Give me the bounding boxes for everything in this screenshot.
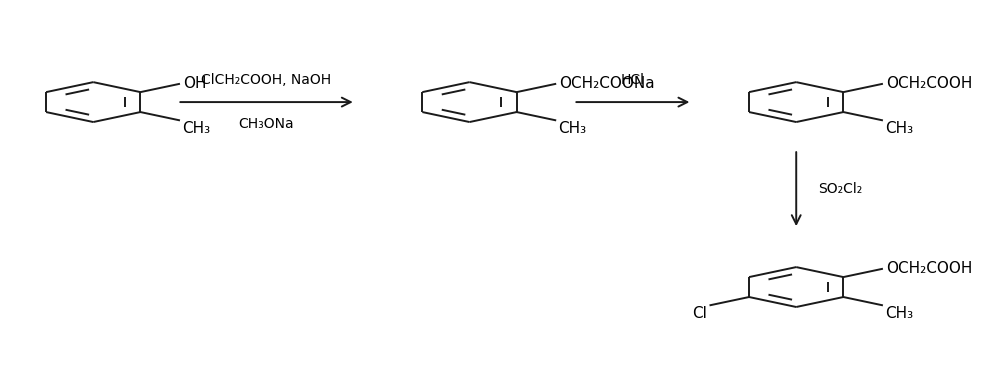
Text: HCl: HCl (621, 73, 645, 87)
Text: CH₃: CH₃ (885, 121, 913, 136)
Text: Cl: Cl (692, 306, 707, 321)
Text: OCH₂COOH: OCH₂COOH (886, 261, 972, 276)
Text: CH₃: CH₃ (558, 121, 586, 136)
Text: CH₃: CH₃ (182, 121, 210, 136)
Text: OCH₂COOH: OCH₂COOH (886, 76, 972, 91)
Text: OH: OH (183, 76, 206, 91)
Text: CH₃ONa: CH₃ONa (239, 117, 294, 131)
Text: SO₂Cl₂: SO₂Cl₂ (818, 182, 862, 196)
Text: OCH₂COONa: OCH₂COONa (559, 76, 655, 91)
Text: CH₃: CH₃ (885, 306, 913, 321)
Text: ClCH₂COOH, NaOH: ClCH₂COOH, NaOH (201, 73, 332, 87)
